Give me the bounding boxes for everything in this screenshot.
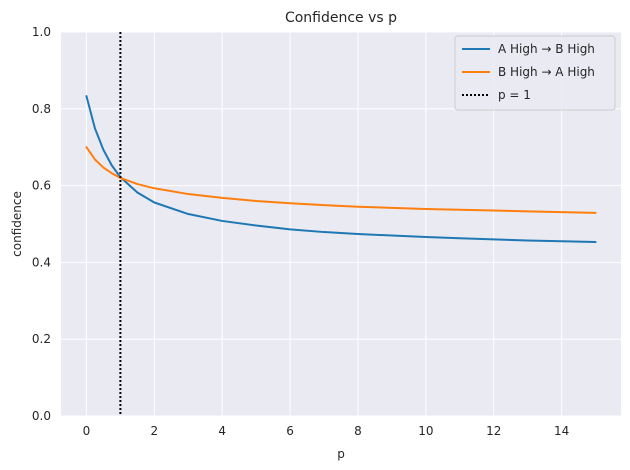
x-tick-label: 8 xyxy=(354,424,362,438)
x-tick-label: 6 xyxy=(286,424,294,438)
y-tick-label: 0.4 xyxy=(32,255,51,269)
y-tick-label: 0.0 xyxy=(32,409,51,423)
x-tick-label: 12 xyxy=(486,424,501,438)
y-axis-label: confidence xyxy=(10,191,24,257)
x-tick-label: 4 xyxy=(218,424,226,438)
series-line-0 xyxy=(85,95,597,244)
y-tick-label: 0.8 xyxy=(32,102,51,116)
legend-label-a-high-b-high: A High → B High xyxy=(498,42,595,56)
x-tick-label: 10 xyxy=(418,424,433,438)
x-tick-label: 0 xyxy=(83,424,91,438)
series-lines xyxy=(85,32,597,416)
series-line-1 xyxy=(85,146,597,214)
legend: A High → B High B High → A High p = 1 xyxy=(454,35,616,111)
legend-label-b-high-a-high: B High → A High xyxy=(498,65,595,79)
legend-label-p-equals-1: p = 1 xyxy=(498,88,531,102)
legend-box xyxy=(454,35,616,111)
y-ticks: 0.0 0.2 0.4 0.6 0.8 1.0 xyxy=(32,25,51,423)
x-tick-label: 2 xyxy=(151,424,159,438)
y-tick-label: 0.6 xyxy=(32,179,51,193)
x-tick-label: 14 xyxy=(554,424,569,438)
x-ticks: 0 2 4 6 8 10 12 14 xyxy=(83,424,570,438)
x-axis-label: p xyxy=(337,447,345,461)
y-tick-label: 0.2 xyxy=(32,332,51,346)
y-tick-label: 1.0 xyxy=(32,25,51,39)
chart-title: Confidence vs p xyxy=(285,10,397,26)
